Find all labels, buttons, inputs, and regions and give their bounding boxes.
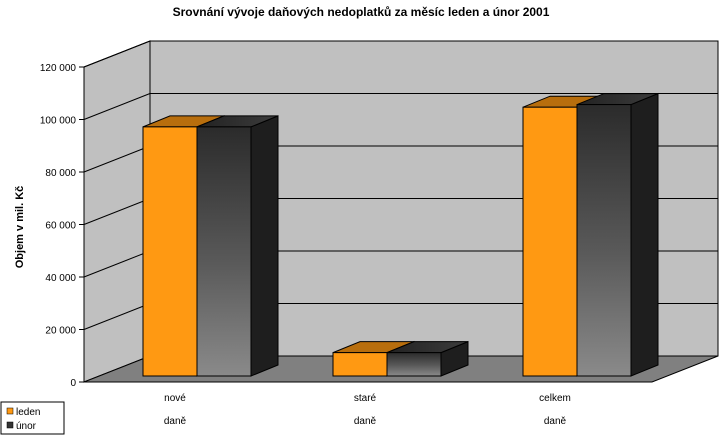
bar-únor-0 — [196, 115, 279, 377]
gridline-side — [83, 93, 151, 120]
bar-únor-1 — [386, 340, 469, 377]
x-axis-labels: nové daně staré daně celkem daně — [164, 393, 571, 427]
gridline-side — [83, 145, 151, 173]
legend-label-leden: leden — [16, 407, 40, 418]
x-category-label-line1: nové — [164, 393, 186, 404]
bar-front — [386, 352, 442, 377]
bars — [142, 92, 659, 377]
bar-side — [250, 115, 279, 377]
y-axis-label: Objem v mil. Kč — [14, 186, 26, 269]
bar-front — [196, 126, 252, 377]
bar-front — [576, 104, 632, 377]
y-tick-label: 40 000 — [45, 273, 76, 284]
y-tick-label: 80 000 — [45, 168, 76, 179]
x-category-label-line1: celkem — [539, 393, 571, 404]
gridline-side — [83, 198, 151, 225]
bar-front — [332, 352, 388, 377]
bar-side — [630, 92, 659, 377]
chart-title: Srovnání vývoje daňových nedoplatků za m… — [173, 5, 550, 19]
bar-front — [522, 106, 578, 377]
gridline-side — [83, 303, 151, 330]
x-category-label-line2: daně — [164, 416, 187, 427]
y-axis-ticks: 0 20 000 40 000 60 000 80 000 100 000 120 000 — [40, 63, 85, 389]
legend-swatch-unor — [6, 421, 14, 429]
legend-swatch-leden — [6, 407, 14, 415]
bar-front — [142, 126, 198, 377]
legend: leden únor — [0, 401, 65, 435]
gridline-side — [83, 40, 151, 68]
gridline-side — [83, 250, 151, 278]
y-tick-label: 120 000 — [40, 63, 77, 74]
legend-label-unor: únor — [16, 421, 37, 432]
legend-box — [0, 401, 65, 435]
x-category-label-line2: daně — [354, 416, 377, 427]
y-tick-label: 60 000 — [45, 221, 76, 232]
bar-únor-2 — [576, 92, 659, 377]
x-category-label-line2: daně — [544, 416, 567, 427]
y-tick-label: 20 000 — [45, 326, 76, 337]
y-tick-label: 100 000 — [40, 116, 77, 127]
x-category-label-line1: staré — [354, 393, 377, 404]
y-tick-label: 0 — [70, 378, 76, 389]
